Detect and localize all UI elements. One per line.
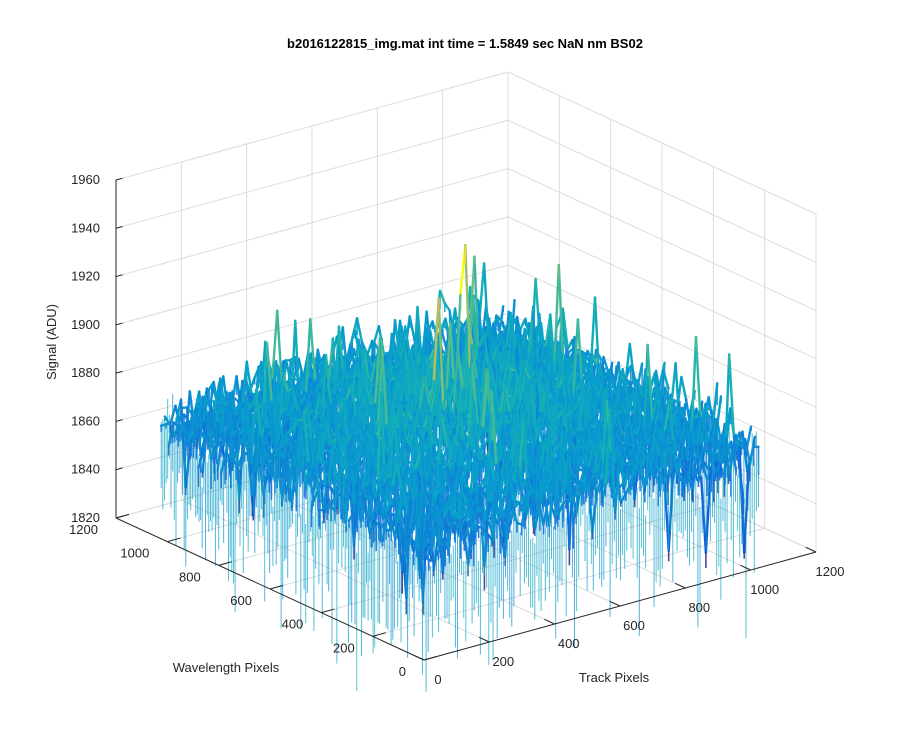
grid-backwall-z-4 bbox=[507, 216, 817, 360]
surface-segment bbox=[276, 309, 284, 388]
surface-segment bbox=[273, 382, 281, 419]
grid-leftwall-z-5 bbox=[115, 168, 509, 278]
grid-leftwall-z-6 bbox=[115, 119, 509, 229]
surface-segment bbox=[261, 415, 269, 430]
surface-segment bbox=[179, 398, 187, 489]
grid-leftwall-z-7 bbox=[115, 71, 509, 181]
grid-floor-y-1 bbox=[372, 527, 765, 637]
surface-segment bbox=[194, 406, 203, 457]
grid-leftwall-z-3 bbox=[115, 264, 509, 374]
surface-segment bbox=[271, 309, 279, 380]
chart-title: b2016122815_img.mat int time = 1.5849 se… bbox=[287, 36, 643, 51]
surface-segment bbox=[535, 322, 543, 377]
surface-segment bbox=[258, 439, 266, 483]
surface-segment bbox=[254, 388, 262, 438]
surface-layer bbox=[159, 243, 760, 692]
surface-segment bbox=[250, 388, 258, 465]
surface-segment bbox=[492, 316, 500, 326]
surface-segment bbox=[304, 318, 312, 400]
surface-segment bbox=[277, 423, 285, 441]
grid-leftwall-z-4 bbox=[115, 216, 509, 326]
grid-backwall-z-5 bbox=[507, 168, 817, 312]
grid-backwall-z-6 bbox=[507, 119, 817, 263]
surface-segment bbox=[477, 315, 485, 347]
grid-backwall-z-7 bbox=[507, 71, 817, 215]
surface-segment bbox=[464, 243, 472, 374]
